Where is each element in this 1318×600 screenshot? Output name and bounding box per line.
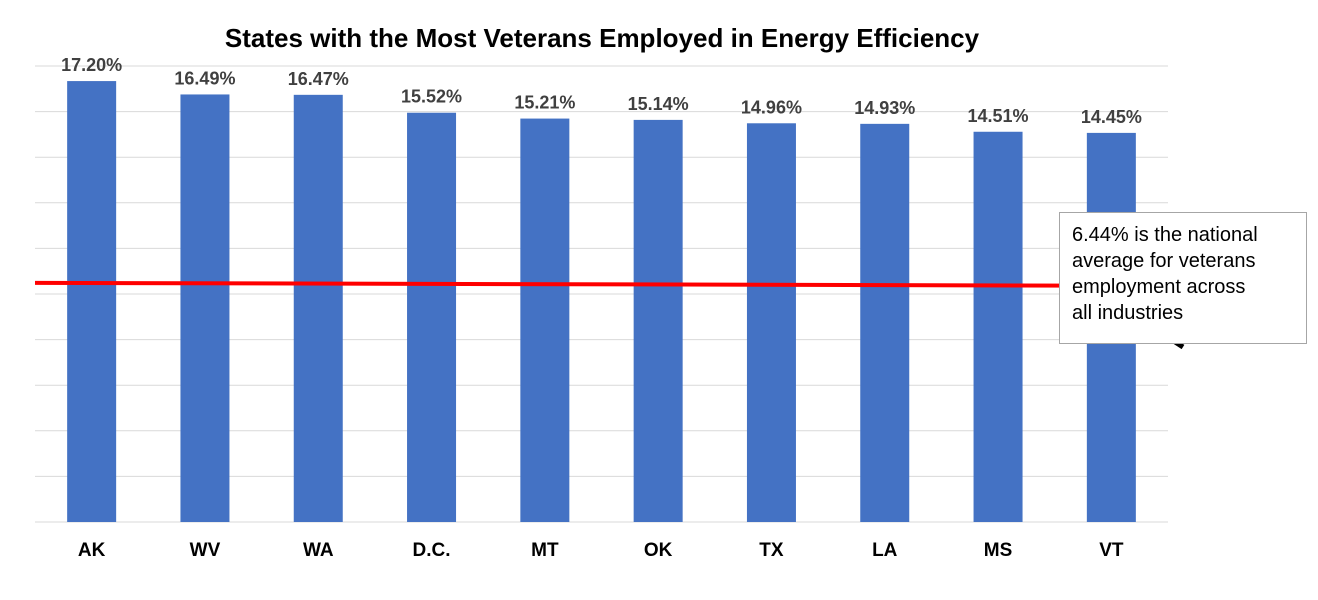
data-label: 14.45% <box>1081 107 1142 127</box>
x-tick-label: TX <box>759 540 784 561</box>
bar <box>180 94 230 523</box>
x-tick-label: MS <box>984 540 1013 561</box>
data-label: 16.47% <box>288 69 349 89</box>
labels: 17.20% AK 16.49% WV 16.47% WA 15.52% D.C. 15.21%… <box>61 55 1142 561</box>
x-tick-label: MT <box>531 540 559 561</box>
x-tick-label: LA <box>872 540 898 561</box>
data-label: 14.93% <box>854 98 915 118</box>
x-tick-label: D.C. <box>413 540 451 561</box>
data-label: 16.49% <box>174 68 235 88</box>
reference-line <box>34 280 1162 288</box>
annotation-line: average for veterans <box>1072 250 1256 272</box>
annotation-line: all industries <box>1072 302 1184 324</box>
data-label: 15.52% <box>401 87 462 107</box>
bar <box>67 81 117 523</box>
bar <box>407 112 457 522</box>
x-tick-label: WA <box>303 540 334 561</box>
x-tick-label: AK <box>78 540 106 561</box>
bars <box>67 81 1136 523</box>
annotation-line: employment across <box>1072 276 1246 298</box>
annotation-line: 6.44% is the national <box>1072 224 1258 246</box>
data-label: 17.20% <box>61 55 122 75</box>
bar <box>520 118 570 522</box>
data-label: 15.21% <box>514 93 575 113</box>
annotation-box: 6.44% is the national average for vetera… <box>1059 212 1307 344</box>
bar <box>293 94 343 523</box>
chart-title: States with the Most Veterans Employed i… <box>225 23 980 53</box>
bar <box>633 119 683 523</box>
bar <box>973 131 1023 523</box>
x-tick-label: WV <box>190 540 221 561</box>
data-label: 15.14% <box>628 94 689 114</box>
x-tick-label: VT <box>1099 540 1124 561</box>
bar <box>860 123 910 522</box>
x-tick-label: OK <box>644 540 673 561</box>
bar <box>746 123 796 522</box>
data-label: 14.51% <box>968 106 1029 126</box>
data-label: 14.96% <box>741 97 802 117</box>
